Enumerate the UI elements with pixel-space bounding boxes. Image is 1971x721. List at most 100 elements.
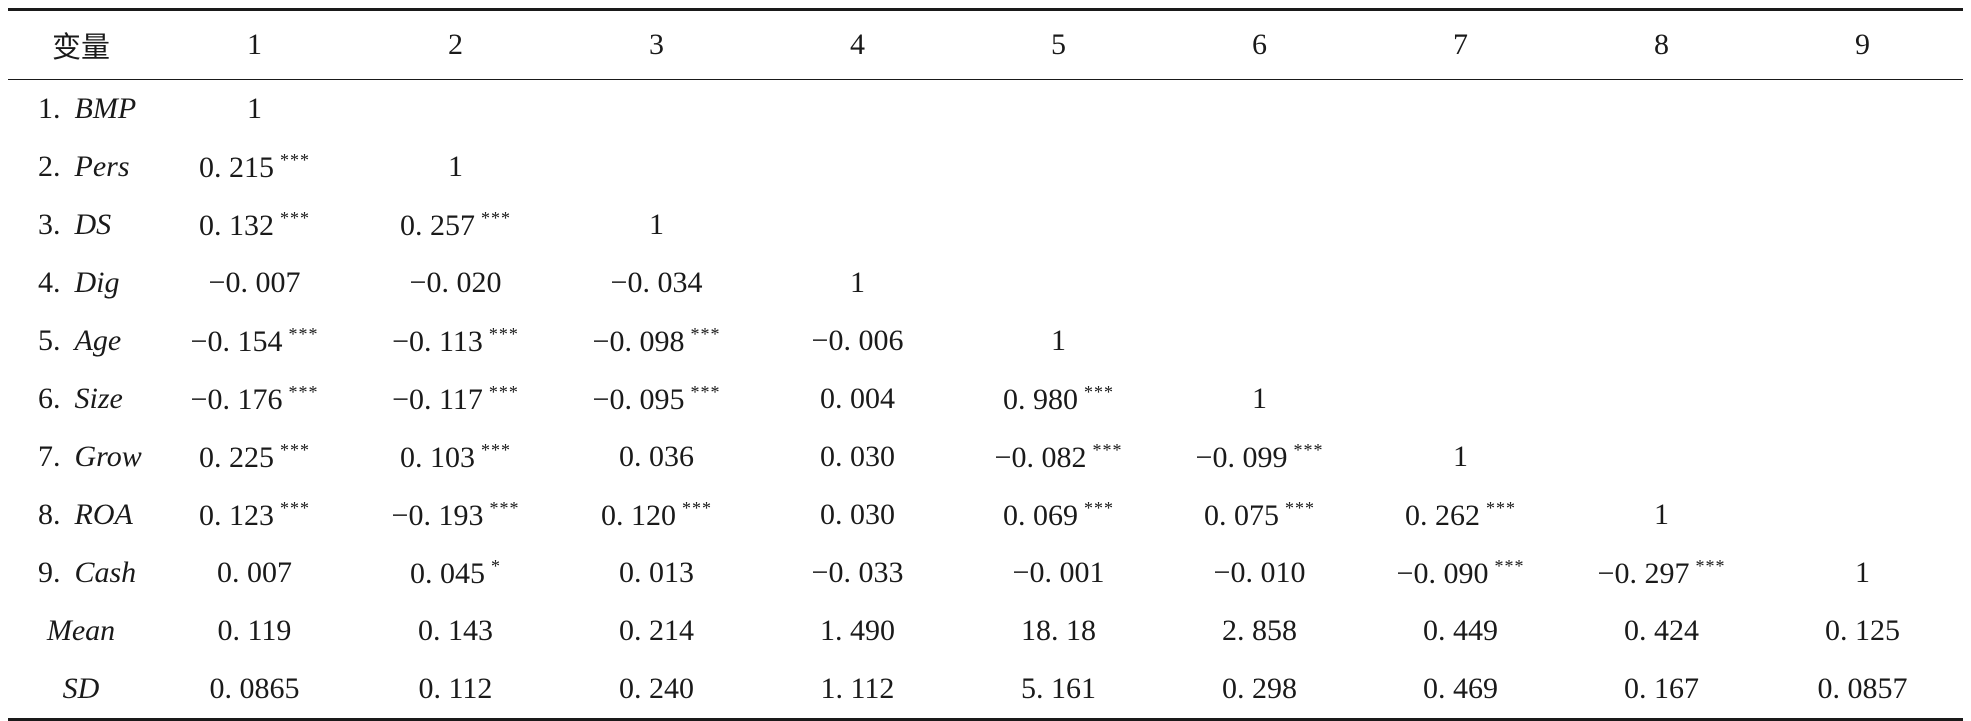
table-row: 5. Age −0. 154 *** −0. 113 *** −0. 098 *** −0. 0… — [8, 312, 1963, 370]
table-cell: −0. 034 — [556, 254, 757, 312]
cell-value-wrap: 0. 030 — [820, 440, 895, 474]
table-cell — [958, 80, 1159, 139]
coefficient-value: 0. 007 — [217, 556, 292, 589]
table-cell — [757, 80, 958, 139]
table-cell — [556, 80, 757, 139]
table-row: 6. Size −0. 176 *** −0. 117 *** −0. 095 *** 0. 0… — [8, 370, 1963, 428]
table-cell: 0. 013 — [556, 544, 757, 602]
cell-value-wrap: 1 — [1252, 382, 1267, 416]
table-cell — [1762, 312, 1963, 370]
table-cell: 18. 18 — [958, 602, 1159, 660]
coefficient-value: 0. 120 — [601, 498, 676, 532]
table-cell — [1561, 312, 1762, 370]
coefficient-value: 0. 119 — [217, 614, 292, 647]
table-cell — [1360, 196, 1561, 254]
table-cell — [757, 196, 958, 254]
table-cell — [1762, 80, 1963, 139]
cell-value-wrap: −0. 297 *** — [1598, 556, 1726, 591]
table-cell: −0. 117 *** — [355, 370, 556, 428]
cell-value-wrap: 0. 004 — [820, 382, 895, 416]
cell-value-wrap: 0. 069 *** — [1003, 498, 1114, 533]
variable-name: Age — [74, 324, 122, 357]
coefficient-value: 0. 298 — [1222, 672, 1297, 705]
cell-value-wrap: 0. 240 — [619, 672, 694, 706]
variable-name: Mean — [46, 614, 116, 647]
cell-value-wrap: 0. 143 — [418, 614, 493, 648]
table-cell — [1360, 370, 1561, 428]
table-row: 3. DS 0. 132 *** 0. 257 *** 1 — [8, 196, 1963, 254]
table-cell: 0. 030 — [757, 486, 958, 544]
cell-value-wrap: 5. 161 — [1021, 672, 1096, 706]
row-label: 1. BMP — [8, 80, 154, 139]
coefficient-value: 0. 013 — [619, 556, 694, 589]
table-cell: 0. 103 *** — [355, 428, 556, 486]
row-index: 3. — [38, 208, 61, 241]
table-cell: −0. 007 — [154, 254, 355, 312]
table-row: SD 0. 0865 0. 112 0. 240 1. 112 5. 161 0. 298 0… — [8, 660, 1963, 720]
table-cell: 0. 075 *** — [1159, 486, 1360, 544]
coefficient-value: 0. 225 — [199, 440, 274, 474]
table-cell — [1159, 138, 1360, 196]
table-cell: 0. 449 — [1360, 602, 1561, 660]
table-cell: −0. 010 — [1159, 544, 1360, 602]
cell-value-wrap: 0. 030 — [820, 498, 895, 532]
coefficient-value: −0. 001 — [1012, 556, 1105, 589]
table-cell — [1561, 428, 1762, 486]
significance-stars: *** — [280, 149, 310, 170]
table-cell — [1360, 80, 1561, 139]
table-cell: 0. 007 — [154, 544, 355, 602]
coefficient-value: 2. 858 — [1222, 614, 1297, 647]
table-cell: 0. 030 — [757, 428, 958, 486]
table-cell: 0. 298 — [1159, 660, 1360, 720]
coefficient-value: 0. 257 — [400, 208, 475, 242]
table-cell: 2. 858 — [1159, 602, 1360, 660]
table-cell: 0. 167 — [1561, 660, 1762, 720]
cell-value-wrap: 0. 120 *** — [601, 498, 712, 533]
cell-value-wrap: 0. 036 — [619, 440, 694, 474]
table-row: 7. Grow 0. 225 *** 0. 103 *** 0. 036 0. 030 −0. … — [8, 428, 1963, 486]
table-cell — [1561, 80, 1762, 139]
variable-name: Size — [74, 382, 123, 415]
coefficient-value: 0. 004 — [820, 382, 895, 415]
cell-value-wrap: −0. 034 — [611, 266, 703, 300]
coefficient-value: 0. 112 — [418, 672, 493, 705]
table-cell: 0. 225 *** — [154, 428, 355, 486]
cell-value-wrap: 0. 112 — [419, 672, 493, 706]
row-label: 4. Dig — [8, 254, 154, 312]
coefficient-value: −0. 090 — [1396, 556, 1489, 590]
table-cell — [1762, 196, 1963, 254]
cell-value-wrap: 1. 490 — [820, 614, 895, 648]
cell-value-wrap: 0. 262 *** — [1405, 498, 1516, 533]
table-cell — [958, 254, 1159, 312]
table-cell: 1 — [1159, 370, 1360, 428]
significance-stars: *** — [280, 207, 310, 228]
header-column-3: 3 — [649, 28, 664, 61]
row-index: 8. — [38, 498, 61, 531]
row-label: 2. Pers — [8, 138, 154, 196]
table-cell — [1762, 138, 1963, 196]
coefficient-value: 1 — [1252, 382, 1267, 415]
significance-stars: *** — [1293, 439, 1324, 460]
table-cell: −0. 082 *** — [958, 428, 1159, 486]
table-cell — [1561, 196, 1762, 254]
significance-stars: *** — [1092, 439, 1123, 460]
cell-value-wrap: 1 — [850, 266, 865, 300]
coefficient-value: −0. 034 — [610, 266, 703, 299]
significance-stars: *** — [690, 323, 721, 344]
table-cell: −0. 095 *** — [556, 370, 757, 428]
header-column-1: 1 — [247, 28, 262, 61]
cell-value-wrap: 0. 119 — [218, 614, 292, 648]
coefficient-value: 0. 262 — [1405, 498, 1480, 532]
coefficient-value: 0. 0865 — [209, 672, 300, 705]
coefficient-value: 0. 123 — [199, 498, 274, 532]
table-cell: 1 — [1360, 428, 1561, 486]
cell-value-wrap: 1 — [247, 92, 262, 126]
coefficient-value: 0. 075 — [1204, 498, 1279, 532]
table-cell: 0. 112 — [355, 660, 556, 720]
table-cell — [958, 138, 1159, 196]
row-label: 5. Age — [8, 312, 154, 370]
coefficient-value: −0. 020 — [409, 266, 502, 299]
cell-value-wrap: 0. 225 *** — [199, 440, 310, 475]
coefficient-value: 0. 036 — [619, 440, 694, 473]
coefficient-value: 0. 030 — [820, 498, 895, 531]
